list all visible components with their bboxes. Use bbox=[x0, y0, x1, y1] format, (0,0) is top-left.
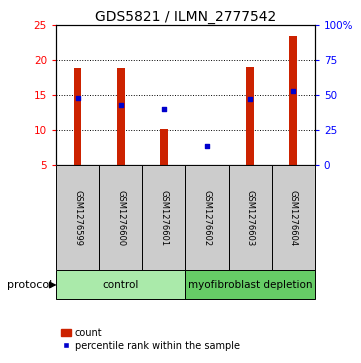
Point bbox=[75, 95, 81, 101]
Bar bbox=[99, 165, 142, 270]
Text: GSM1276603: GSM1276603 bbox=[245, 190, 255, 246]
Bar bbox=[142, 165, 186, 270]
Bar bbox=[56, 165, 99, 270]
Text: protocol: protocol bbox=[7, 280, 52, 290]
Bar bbox=[289, 36, 297, 165]
Text: myofibroblast depletion: myofibroblast depletion bbox=[188, 280, 312, 290]
Bar bbox=[186, 165, 229, 270]
Point bbox=[247, 97, 253, 102]
Text: GSM1276604: GSM1276604 bbox=[289, 190, 298, 246]
Bar bbox=[117, 68, 125, 165]
Point bbox=[204, 143, 210, 148]
Text: GSM1276599: GSM1276599 bbox=[73, 190, 82, 246]
Title: GDS5821 / ILMN_2777542: GDS5821 / ILMN_2777542 bbox=[95, 11, 276, 24]
Bar bbox=[229, 165, 271, 270]
Bar bbox=[246, 67, 254, 165]
Point bbox=[161, 106, 167, 112]
Point bbox=[118, 102, 123, 108]
Bar bbox=[186, 270, 315, 299]
Bar bbox=[74, 68, 82, 165]
Text: GSM1276602: GSM1276602 bbox=[203, 190, 212, 246]
Text: control: control bbox=[103, 280, 139, 290]
Text: GSM1276600: GSM1276600 bbox=[116, 190, 125, 246]
Legend: count, percentile rank within the sample: count, percentile rank within the sample bbox=[57, 324, 244, 355]
Bar bbox=[160, 129, 168, 165]
Point bbox=[290, 88, 296, 94]
Bar bbox=[271, 165, 315, 270]
Bar bbox=[56, 270, 186, 299]
Text: GSM1276601: GSM1276601 bbox=[159, 190, 168, 246]
